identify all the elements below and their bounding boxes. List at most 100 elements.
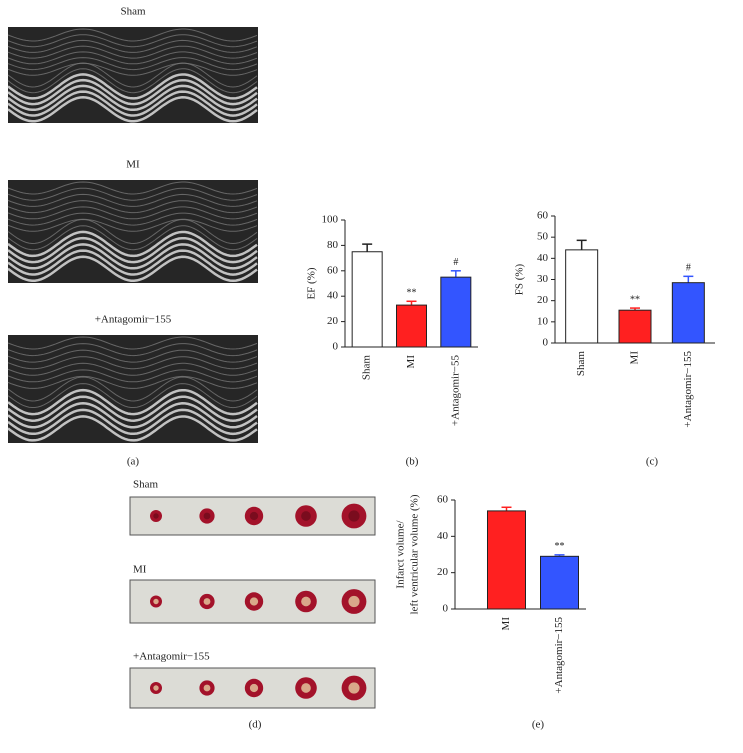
heart-label: +Antagomir−155: [133, 651, 210, 663]
echo-trace: [7, 349, 258, 363]
echo-trace: [7, 402, 258, 429]
echo-trace: [7, 356, 258, 370]
panel-label: (a): [127, 456, 140, 468]
echo-trace: [7, 28, 258, 42]
x-tick-label: MI: [405, 355, 417, 369]
heart-core: [203, 684, 211, 692]
echo-trace: [7, 39, 258, 53]
heart-core: [301, 683, 311, 693]
heart-core: [348, 595, 360, 608]
x-tick-label: Sham: [575, 351, 587, 377]
y-tick-label: 100: [322, 214, 339, 226]
heart-core: [153, 598, 159, 605]
echo-trace: [7, 230, 258, 258]
y-axis-label: Infarct volume/: [395, 520, 407, 589]
echo-trace: [7, 62, 258, 88]
echo-trace: [7, 336, 258, 350]
echo-trace: [7, 84, 258, 112]
echo-trace: [7, 395, 258, 422]
x-tick-label: MI: [629, 351, 641, 365]
echo-trace: [7, 181, 258, 195]
y-tick-label: 40: [327, 290, 339, 302]
y-tick-label: 20: [437, 566, 449, 578]
echo-trace: [7, 51, 258, 65]
heart-core: [249, 683, 259, 693]
echo-trace: [7, 73, 258, 100]
echo-trace: [7, 243, 258, 270]
bar: [440, 276, 472, 348]
bar: [487, 510, 526, 610]
x-tick-label: +Antagomir−155: [682, 351, 694, 428]
echo-trace: [7, 415, 258, 442]
echo-trace: [7, 45, 258, 59]
echo-trace: [7, 225, 258, 251]
echo-trace: [7, 212, 258, 226]
heart-core: [249, 511, 259, 521]
y-axis-label: left ventricular volume (%): [409, 494, 421, 614]
y-tick-label: 0: [333, 341, 339, 353]
y-tick-label: 60: [437, 494, 449, 506]
significance-marker: **: [630, 294, 640, 305]
echo-trace: [7, 90, 258, 117]
echo-trace: [7, 200, 258, 214]
x-tick-label: +Antagomir−55: [449, 355, 461, 427]
heart-core: [348, 510, 360, 522]
heart-label: Sham: [133, 479, 159, 491]
echo-trace: [7, 218, 258, 232]
echo-trace: [7, 376, 258, 402]
y-tick-label: 60: [537, 210, 549, 222]
heart-core: [203, 512, 211, 520]
echo-trace: [7, 193, 258, 207]
echo-trace: [7, 68, 258, 94]
bar: [351, 251, 383, 348]
echo-trace: [7, 375, 258, 389]
echo-trace: [7, 408, 258, 436]
panel-label: (c): [646, 456, 659, 468]
panel-label: (d): [249, 719, 262, 731]
heart-core: [301, 511, 311, 521]
echo-trace: [7, 255, 258, 283]
y-axis-label: FS (%): [514, 263, 526, 295]
bar: [671, 282, 705, 344]
bar: [396, 304, 427, 348]
y-tick-label: 20: [327, 315, 339, 327]
echo-trace: [7, 236, 258, 264]
panel-label: (e): [532, 719, 545, 731]
bar: [565, 249, 599, 344]
bar: [540, 555, 579, 610]
y-tick-label: 20: [537, 294, 549, 306]
heart-core: [203, 598, 211, 605]
echo-trace: [7, 34, 258, 48]
echo-trace: [7, 78, 258, 106]
heart-core: [153, 513, 159, 519]
echo-trace: [7, 249, 258, 276]
y-axis-label: EF (%): [306, 267, 318, 299]
y-tick-label: 40: [537, 252, 549, 264]
y-tick-label: 40: [437, 530, 449, 542]
echo-label: Sham: [120, 6, 146, 18]
panel-label: (b): [406, 456, 419, 468]
y-tick-label: 30: [537, 273, 549, 285]
significance-marker: #: [686, 263, 691, 274]
echo-trace: [7, 218, 258, 245]
echo-trace: [7, 369, 258, 383]
echo-trace: [7, 96, 258, 123]
significance-marker: **: [407, 288, 417, 299]
echo-trace: [7, 388, 258, 416]
x-tick-label: +Antagomir−155: [553, 617, 565, 694]
y-tick-label: 0: [443, 603, 449, 615]
y-tick-label: 60: [327, 264, 339, 276]
y-tick-label: 80: [327, 239, 339, 251]
y-tick-label: 0: [543, 337, 549, 349]
heart-core: [348, 682, 360, 694]
heart-core: [249, 597, 259, 606]
heart-core: [301, 596, 311, 607]
echo-trace: [7, 187, 258, 201]
echo-trace: [7, 206, 258, 220]
echo-trace: [7, 362, 258, 376]
echo-trace: [7, 57, 258, 71]
echo-trace: [7, 383, 258, 409]
y-tick-label: 50: [537, 231, 549, 243]
heart-core: [153, 685, 159, 691]
significance-marker: **: [555, 541, 565, 552]
